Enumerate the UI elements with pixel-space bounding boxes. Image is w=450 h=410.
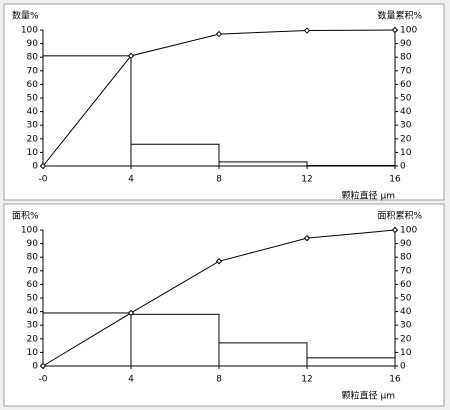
y2-tick-label: 70 <box>400 66 412 76</box>
y2-tick-label: 90 <box>400 239 412 249</box>
point <box>215 258 223 265</box>
y-tick-label: 90 <box>27 39 39 49</box>
y-tick-label: 20 <box>27 134 39 144</box>
y-label: 面积% <box>12 210 39 222</box>
y-tick-label: 30 <box>27 321 39 331</box>
y-tick-label: 60 <box>27 280 39 290</box>
point <box>39 362 47 370</box>
y-tick-label: 10 <box>27 148 39 158</box>
y2-tick-label: 10 <box>400 348 412 358</box>
y-tick-label: 90 <box>27 239 39 249</box>
x-tick-label: 4 <box>128 175 134 185</box>
y-tick-label: 40 <box>27 107 39 117</box>
y2-tick-label: 80 <box>400 53 412 63</box>
x-tick-label: 8 <box>216 375 222 385</box>
y2-tick-label: 80 <box>400 253 412 263</box>
x-tick-label: 12 <box>301 175 312 185</box>
x-tick-label: -0 <box>39 175 48 185</box>
y2-label: 数量累积% <box>377 10 422 22</box>
y2-tick-label: 10 <box>400 148 412 158</box>
y2-tick-label: 20 <box>400 334 412 344</box>
y-tick-label: 0 <box>32 162 38 172</box>
point <box>391 26 399 34</box>
y-tick-label: 80 <box>27 53 39 63</box>
y-tick-label: 100 <box>21 26 38 36</box>
y2-tick-label: 60 <box>400 80 412 90</box>
y2-tick-label: 100 <box>400 26 417 36</box>
x-label: 颗粒直径 μm <box>342 390 395 402</box>
y-tick-label: 70 <box>27 66 39 76</box>
y2-tick-label: 40 <box>400 307 412 317</box>
y-tick-label: 40 <box>27 307 39 317</box>
x-tick-label: 16 <box>389 175 401 185</box>
y-tick-label: 70 <box>27 266 39 276</box>
y2-tick-label: 60 <box>400 280 412 290</box>
y2-tick-label: 30 <box>400 121 412 131</box>
x-tick-label: 16 <box>389 375 401 385</box>
y2-tick-label: 90 <box>400 39 412 49</box>
y2-tick-label: 0 <box>400 162 406 172</box>
point <box>215 30 223 38</box>
point <box>127 52 135 60</box>
y-tick-label: 10 <box>27 348 39 358</box>
panel <box>3 203 445 407</box>
y2-tick-label: 70 <box>400 266 412 276</box>
panel <box>3 3 445 201</box>
x-tick-label: 12 <box>301 375 312 385</box>
y-tick-label: 20 <box>27 334 39 344</box>
y-tick-label: 50 <box>27 294 39 304</box>
y-tick-label: 30 <box>27 121 39 131</box>
y2-tick-label: 30 <box>400 321 412 331</box>
y2-tick-label: 40 <box>400 107 412 117</box>
point <box>391 226 399 234</box>
x-tick-label: 4 <box>128 375 134 385</box>
x-tick-label: -0 <box>39 375 48 385</box>
y-tick-label: 0 <box>32 362 38 372</box>
y2-tick-label: 100 <box>400 226 417 236</box>
y2-label: 面积累积% <box>377 210 422 222</box>
y-tick-label: 50 <box>27 94 39 104</box>
y-tick-label: 100 <box>21 226 38 236</box>
y-label: 数量% <box>12 10 39 22</box>
x-label: 颗粒直径 μm <box>342 190 395 202</box>
y2-tick-label: 50 <box>400 94 412 104</box>
y-tick-label: 60 <box>27 80 39 90</box>
y2-tick-label: 0 <box>400 362 406 372</box>
point <box>127 309 135 317</box>
x-tick-label: 8 <box>216 175 222 185</box>
y-tick-label: 80 <box>27 253 39 263</box>
y2-tick-label: 20 <box>400 134 412 144</box>
point <box>303 27 311 34</box>
point <box>39 162 47 170</box>
y2-tick-label: 50 <box>400 294 412 304</box>
point <box>303 234 311 242</box>
